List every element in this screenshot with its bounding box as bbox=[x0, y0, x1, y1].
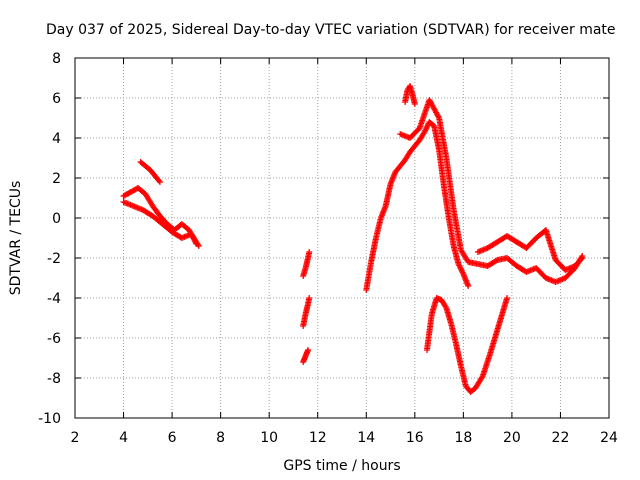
x-tick-label: 10 bbox=[260, 430, 278, 446]
series-arc-h bbox=[402, 83, 418, 107]
series-arc-k bbox=[423, 295, 511, 395]
x-tick-label: 22 bbox=[552, 430, 570, 446]
axis-ticks bbox=[74, 57, 610, 419]
series-arc-c bbox=[137, 159, 163, 185]
data-point bbox=[442, 303, 449, 310]
x-tick-label: 24 bbox=[600, 430, 618, 446]
y-axis-label: SDTVAR / TECUs bbox=[8, 181, 24, 296]
x-tick-label: 8 bbox=[216, 430, 225, 446]
y-tick-label: 0 bbox=[52, 211, 61, 227]
data-point bbox=[155, 177, 162, 184]
y-tick-label: -6 bbox=[47, 331, 61, 347]
data-point bbox=[306, 295, 313, 301]
series-arc-d bbox=[300, 249, 313, 279]
x-tick-label: 4 bbox=[119, 430, 128, 446]
data-point bbox=[306, 249, 313, 255]
series-arc-e bbox=[300, 295, 313, 329]
y-tick-label: -2 bbox=[47, 251, 61, 267]
y-tick-label: -10 bbox=[38, 411, 61, 427]
y-tick-label: 6 bbox=[52, 91, 61, 107]
data-point bbox=[578, 256, 585, 263]
data-point bbox=[493, 257, 500, 264]
series-arc-f bbox=[300, 347, 312, 365]
data-point bbox=[579, 255, 586, 261]
x-axis-label: GPS time / hours bbox=[283, 458, 400, 474]
y-tick-label: 2 bbox=[52, 171, 61, 187]
data-point bbox=[435, 113, 442, 120]
data-point bbox=[504, 295, 511, 301]
plot-frame bbox=[74, 57, 610, 419]
data-point bbox=[478, 374, 485, 381]
data-point bbox=[194, 241, 201, 248]
y-tick-label: -4 bbox=[47, 291, 61, 307]
data-point bbox=[411, 101, 418, 107]
x-tick-label: 20 bbox=[503, 430, 521, 446]
y-tick-label: 4 bbox=[52, 131, 61, 147]
data-point bbox=[465, 283, 472, 289]
data-point bbox=[305, 347, 312, 353]
x-tick-label: 12 bbox=[309, 430, 327, 446]
data-point bbox=[156, 179, 163, 185]
series-arc-g bbox=[363, 119, 472, 293]
x-tick-label: 14 bbox=[357, 430, 375, 446]
x-tick-labels: 2 4 6 8 10 12 14 16 18 20 22 24 bbox=[71, 430, 618, 446]
y-tick-label: 8 bbox=[52, 51, 61, 67]
y-tick-labels: -10 -8 -6 -4 -2 0 2 4 6 8 bbox=[38, 51, 61, 427]
series-arc-j bbox=[474, 227, 586, 273]
data-points bbox=[120, 83, 586, 395]
x-tick-label: 6 bbox=[168, 430, 177, 446]
chart-title: Day 037 of 2025, Sidereal Day-to-day VTE… bbox=[46, 22, 616, 38]
data-point bbox=[195, 243, 202, 249]
grid bbox=[75, 58, 609, 418]
y-tick-label: -8 bbox=[47, 371, 61, 387]
series-arc-b bbox=[120, 199, 202, 249]
x-tick-label: 2 bbox=[71, 430, 80, 446]
x-tick-label: 18 bbox=[454, 430, 472, 446]
x-tick-label: 16 bbox=[406, 430, 424, 446]
